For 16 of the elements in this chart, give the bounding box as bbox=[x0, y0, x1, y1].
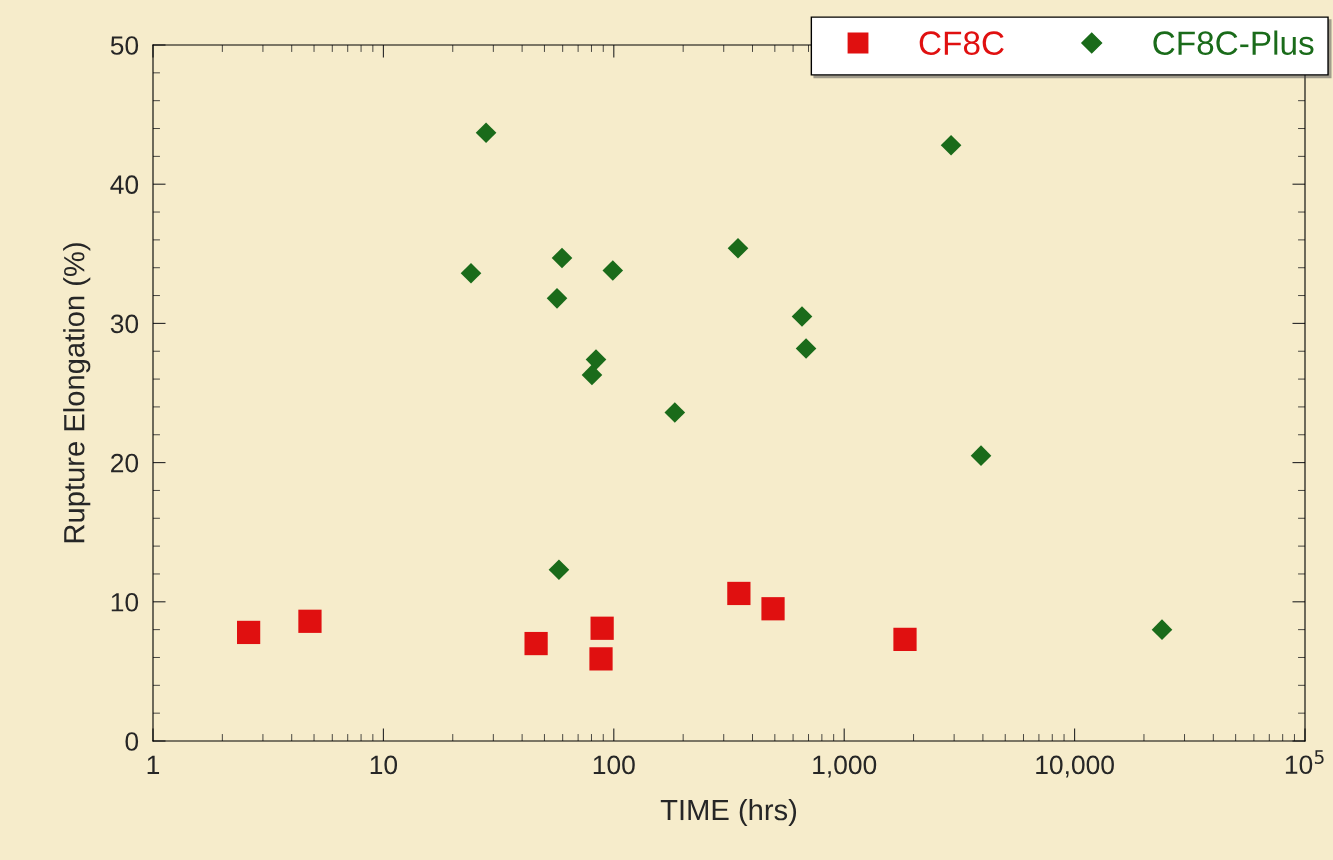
x-tick-label: 10$^{5}$ bbox=[1285, 750, 1324, 775]
x-tick-label: 10 bbox=[370, 755, 398, 775]
x-tick-label: 10,000 bbox=[1036, 755, 1114, 778]
y-tick-label: 50 bbox=[110, 36, 139, 55]
legend-label: CF8C bbox=[919, 31, 1004, 55]
y-tick-label: 10 bbox=[111, 592, 139, 612]
x-tick-label: 100 bbox=[593, 755, 635, 775]
y-tick-label: 30 bbox=[110, 314, 139, 334]
y-tick-label: 0 bbox=[125, 732, 139, 751]
x-tick-label: 1,000 bbox=[813, 755, 877, 778]
legend-label: CF8C-Plus bbox=[1153, 30, 1314, 55]
y-tick-label: 20 bbox=[111, 453, 139, 473]
y-tick-label: 40 bbox=[110, 175, 139, 195]
y-axis-title: Rupture Elongation (%) bbox=[63, 243, 91, 543]
x-tick-label: 1 bbox=[147, 755, 160, 775]
x-axis-title: TIME (hrs) bbox=[660, 798, 797, 827]
